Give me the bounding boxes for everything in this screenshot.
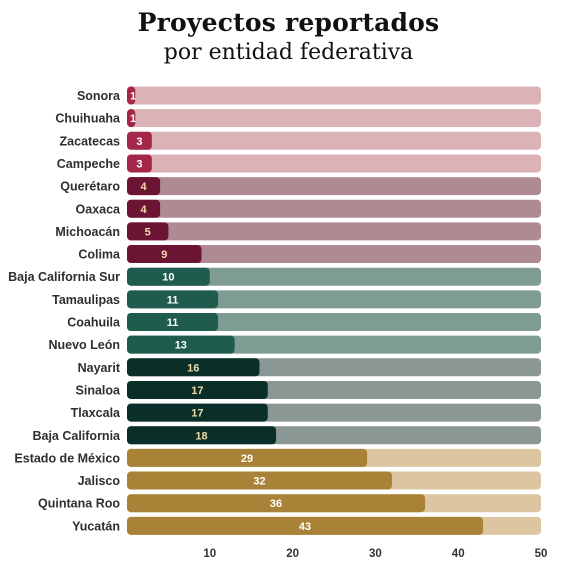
bar	[127, 154, 152, 173]
bar	[127, 177, 161, 196]
bar	[127, 109, 136, 128]
bar	[127, 494, 426, 513]
data-label: 3	[136, 136, 142, 148]
data-label: 18	[195, 430, 207, 442]
category-label: Michoacán	[55, 225, 120, 239]
bar-track	[127, 245, 541, 264]
data-label: 10	[162, 272, 174, 284]
bar-track	[127, 177, 541, 196]
data-label: 36	[270, 498, 282, 510]
data-label: 32	[253, 476, 265, 488]
category-label: Estado de México	[14, 451, 120, 465]
bar-track	[127, 86, 541, 105]
category-label: Colima	[78, 248, 121, 262]
category-label: Nuevo León	[48, 338, 120, 352]
bar	[127, 380, 268, 399]
category-label: Chuihuaha	[55, 112, 121, 126]
chart-subtitle: por entidad federativa	[163, 40, 414, 65]
data-label: 4	[140, 204, 147, 216]
category-label: Oaxaca	[76, 202, 122, 216]
data-label: 9	[161, 249, 167, 261]
bar	[127, 313, 219, 331]
bar	[127, 471, 392, 490]
bar	[127, 516, 484, 535]
bar	[127, 199, 161, 218]
category-label: Nayarit	[78, 361, 121, 375]
bar	[127, 426, 277, 445]
data-label: 4	[140, 181, 147, 193]
category-label: Baja California Sur	[8, 270, 120, 284]
data-label: 17	[191, 408, 203, 420]
data-label: 16	[187, 362, 199, 374]
data-label: 3	[136, 158, 142, 170]
category-label: Baja California	[32, 429, 121, 443]
bar	[127, 335, 235, 354]
category-label: Sonora	[77, 89, 121, 103]
bar-track	[127, 267, 541, 286]
category-label: Quintana Roo	[38, 497, 120, 511]
bar	[127, 131, 152, 150]
category-label: Jalisco	[78, 474, 121, 488]
data-label: 5	[145, 226, 151, 238]
bar	[127, 222, 169, 241]
category-label: Querétaro	[60, 180, 120, 194]
chart-title: Proyectos reportados	[137, 8, 440, 37]
data-label: 17	[191, 385, 203, 397]
data-label: 1	[130, 91, 136, 103]
bar	[127, 86, 136, 105]
bar-track	[127, 154, 541, 173]
bar-track	[127, 313, 541, 331]
category-label: Tamaulipas	[52, 293, 120, 307]
bar	[127, 358, 260, 377]
bar-track	[127, 222, 541, 241]
category-label: Zacatecas	[60, 134, 121, 148]
category-label: Yucatán	[72, 519, 120, 533]
bar-track	[127, 109, 541, 128]
x-tick-label: 50	[535, 548, 548, 560]
bar	[127, 267, 210, 286]
bar	[127, 448, 368, 467]
data-label: 1	[130, 113, 136, 125]
category-label: Tlaxcala	[71, 406, 121, 420]
x-tick-label: 30	[369, 548, 382, 560]
bar-track	[127, 199, 541, 218]
data-label: 11	[167, 317, 179, 329]
data-label: 11	[167, 294, 179, 306]
category-label: Coahuila	[67, 316, 121, 330]
x-tick-label: 10	[203, 548, 216, 560]
bar	[127, 403, 268, 422]
category-label: Campeche	[57, 157, 120, 171]
bar	[127, 290, 219, 309]
category-label: Sinaloa	[76, 383, 122, 397]
x-tick-label: 20	[286, 548, 299, 560]
bar-track	[127, 290, 541, 309]
bar-track	[127, 131, 541, 150]
data-label: 13	[175, 340, 187, 352]
bar	[127, 245, 202, 264]
data-label: 43	[299, 521, 311, 533]
x-tick-label: 40	[452, 548, 465, 560]
data-label: 29	[241, 453, 253, 465]
